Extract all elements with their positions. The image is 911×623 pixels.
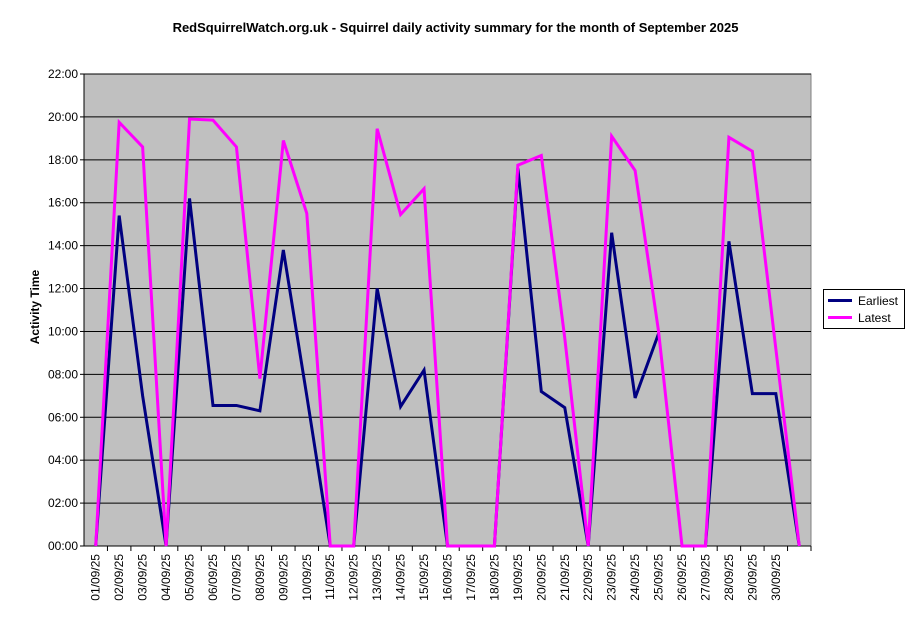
x-tick-label: 20/09/25 (534, 554, 548, 601)
x-tick-label: 05/09/25 (183, 554, 197, 601)
y-tick-label: 02:00 (48, 496, 78, 510)
x-tick-label: 07/09/25 (229, 554, 243, 601)
plot-area (83, 73, 812, 547)
y-tick-label: 12:00 (48, 282, 78, 296)
y-tick-label: 08:00 (48, 367, 78, 381)
x-tick-label: 02/09/25 (112, 554, 126, 601)
legend-label: Latest (858, 310, 891, 325)
x-tick-label: 01/09/25 (89, 554, 103, 601)
y-tick-label: 22:00 (48, 67, 78, 81)
x-tick-label: 03/09/25 (136, 554, 150, 601)
x-tick-label: 21/09/25 (558, 554, 572, 601)
x-tick-label: 19/09/25 (511, 554, 525, 601)
x-tick-label: 10/09/25 (300, 554, 314, 601)
y-tick-label: 16:00 (48, 196, 78, 210)
x-tick-label: 14/09/25 (394, 554, 408, 601)
x-tick-label: 28/09/25 (722, 554, 736, 601)
y-tick-label: 10:00 (48, 324, 78, 338)
y-tick-label: 20:00 (48, 110, 78, 124)
x-tick-label: 23/09/25 (605, 554, 619, 601)
legend-item-latest: Latest (824, 309, 904, 326)
legend-swatch (828, 316, 852, 319)
x-tick-label: 18/09/25 (487, 554, 501, 601)
x-tick-label: 15/09/25 (417, 554, 431, 601)
x-tick-label: 11/09/25 (323, 554, 337, 600)
x-tick-label: 08/09/25 (253, 554, 267, 601)
y-tick-label: 18:00 (48, 153, 78, 167)
x-tick-label: 12/09/25 (347, 554, 361, 601)
x-tick-label: 22/09/25 (581, 554, 595, 601)
legend: Earliest Latest (823, 289, 905, 329)
x-tick-label: 29/09/25 (745, 554, 759, 601)
x-tick-label: 24/09/25 (628, 554, 642, 601)
y-tick-label: 14:00 (48, 239, 78, 253)
x-tick-label: 17/09/25 (464, 554, 478, 601)
x-tick-label: 27/09/25 (698, 554, 712, 601)
y-tick-label: 06:00 (48, 410, 78, 424)
x-tick-label: 13/09/25 (370, 554, 384, 601)
x-tick-label: 26/09/25 (675, 554, 689, 601)
legend-item-earliest: Earliest (824, 292, 904, 309)
chart-title: RedSquirrelWatch.org.uk - Squirrel daily… (172, 20, 739, 35)
y-tick-label: 00:00 (48, 539, 78, 553)
x-tick-label: 16/09/25 (441, 554, 455, 601)
x-tick-label: 04/09/25 (159, 554, 173, 601)
x-tick-label: 25/09/25 (652, 554, 666, 601)
x-tick-label: 30/09/25 (769, 554, 783, 601)
x-tick-label: 09/09/25 (276, 554, 290, 601)
y-tick-label: 04:00 (48, 453, 78, 467)
legend-swatch (828, 299, 852, 302)
legend-label: Earliest (858, 293, 899, 308)
x-tick-label: 06/09/25 (206, 554, 220, 601)
